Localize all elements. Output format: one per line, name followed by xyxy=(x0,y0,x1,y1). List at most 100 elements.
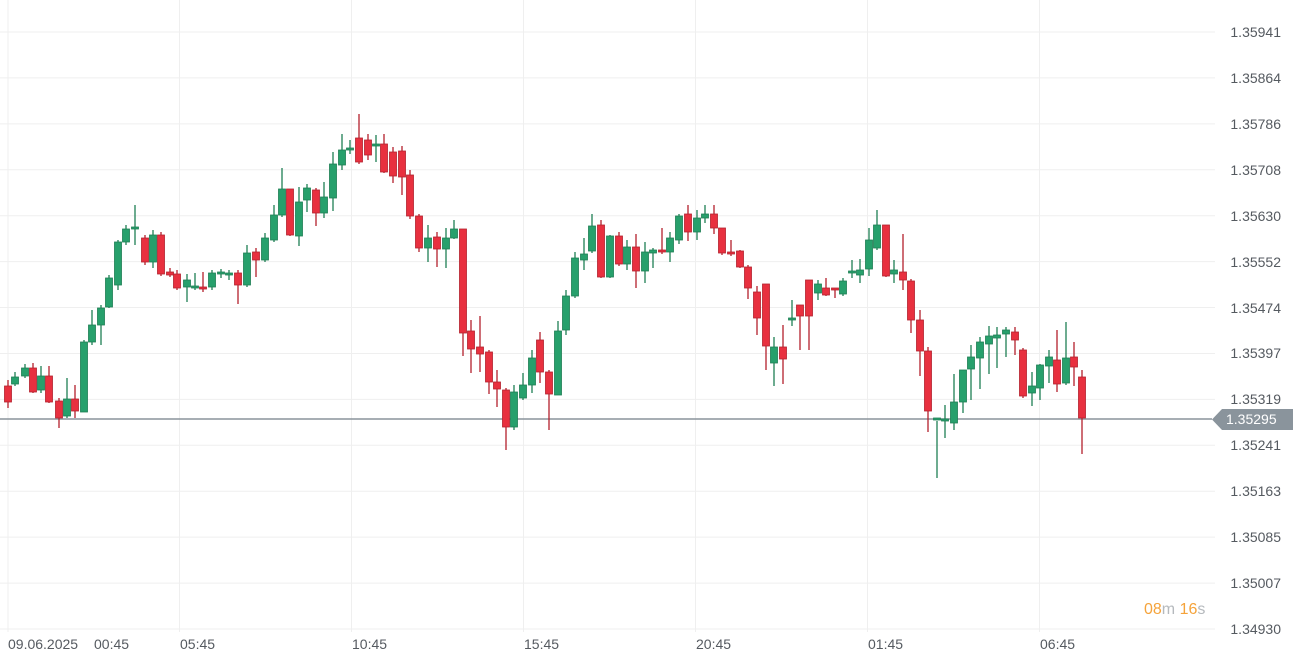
candle-bullish[interactable] xyxy=(959,369,967,413)
candle-bullish[interactable] xyxy=(21,364,29,378)
candle-bullish[interactable] xyxy=(424,225,432,262)
candle-bullish[interactable] xyxy=(372,135,380,162)
candle-bearish[interactable] xyxy=(252,248,260,277)
candle-bullish[interactable] xyxy=(450,220,458,239)
candle-bearish[interactable] xyxy=(380,134,388,173)
candle-bullish[interactable] xyxy=(191,273,199,290)
candle-bearish[interactable] xyxy=(658,228,666,254)
candle-bearish[interactable] xyxy=(615,232,623,266)
candle-bearish[interactable] xyxy=(710,205,718,234)
candle-bearish[interactable] xyxy=(753,286,761,335)
candle-bearish[interactable] xyxy=(415,214,423,252)
candle-bearish[interactable] xyxy=(779,325,787,384)
candle-bullish[interactable] xyxy=(122,225,130,245)
candle-bullish[interactable] xyxy=(941,405,949,438)
candle-bearish[interactable] xyxy=(1078,370,1086,454)
candle-bearish[interactable] xyxy=(166,268,174,277)
candle-bullish[interactable] xyxy=(329,152,337,211)
candle-bearish[interactable] xyxy=(718,227,726,255)
candle-bearish[interactable] xyxy=(55,398,63,428)
candle-bullish[interactable] xyxy=(890,260,898,283)
candle-bearish[interactable] xyxy=(157,232,165,276)
candle-bullish[interactable] xyxy=(623,240,631,270)
candle-bullish[interactable] xyxy=(641,242,649,283)
candle-bullish[interactable] xyxy=(97,305,105,345)
candle-bullish[interactable] xyxy=(571,252,579,298)
candle-bullish[interactable] xyxy=(519,373,527,400)
candle-bullish[interactable] xyxy=(114,240,122,290)
candle-bearish[interactable] xyxy=(907,279,915,333)
candle-bearish[interactable] xyxy=(727,240,735,256)
candle-bearish[interactable] xyxy=(173,270,181,290)
candle-bearish[interactable] xyxy=(29,363,37,393)
candle-bullish[interactable] xyxy=(606,235,614,278)
candle-bullish[interactable] xyxy=(976,337,984,389)
candle-bullish[interactable] xyxy=(839,278,847,296)
candle-bearish[interactable] xyxy=(45,366,53,403)
candle-bullish[interactable] xyxy=(856,259,864,283)
candle-bullish[interactable] xyxy=(303,184,311,212)
candle-bearish[interactable] xyxy=(364,134,372,160)
candle-bullish[interactable] xyxy=(208,270,216,290)
candle-bearish[interactable] xyxy=(71,385,79,418)
candle-bearish[interactable] xyxy=(1011,327,1019,355)
candle-bearish[interactable] xyxy=(632,234,640,288)
candle-bearish[interactable] xyxy=(476,316,484,372)
candle-bearish[interactable] xyxy=(536,332,544,383)
candle-bullish[interactable] xyxy=(848,260,856,278)
candle-bearish[interactable] xyxy=(1070,342,1078,386)
candle-bullish[interactable] xyxy=(270,205,278,242)
candle-bearish[interactable] xyxy=(4,380,12,408)
candle-bearish[interactable] xyxy=(389,147,397,183)
candle-bullish[interactable] xyxy=(1062,322,1070,385)
candle-bullish[interactable] xyxy=(993,327,1001,368)
candle-bearish[interactable] xyxy=(545,370,553,430)
candle-bearish[interactable] xyxy=(744,265,752,299)
candle-bearish[interactable] xyxy=(355,114,363,164)
candle-bearish[interactable] xyxy=(736,250,744,268)
candle-bullish[interactable] xyxy=(770,337,778,386)
candle-bullish[interactable] xyxy=(701,205,709,223)
candle-bullish[interactable] xyxy=(88,310,96,345)
candle-bearish[interactable] xyxy=(684,205,692,241)
candle-bullish[interactable] xyxy=(1002,327,1010,357)
candle-bullish[interactable] xyxy=(510,385,518,430)
candle-bullish[interactable] xyxy=(865,228,873,276)
candle-bullish[interactable] xyxy=(1045,350,1053,383)
candle-bearish[interactable] xyxy=(141,235,149,265)
candle-bullish[interactable] xyxy=(217,269,225,278)
candle-bullish[interactable] xyxy=(554,321,562,396)
candle-bullish[interactable] xyxy=(580,238,588,270)
candle-bearish[interactable] xyxy=(597,220,605,278)
candle-bearish[interactable] xyxy=(805,279,813,350)
candle-bearish[interactable] xyxy=(485,350,493,394)
candle-bullish[interactable] xyxy=(131,205,139,245)
candle-bearish[interactable] xyxy=(406,170,414,219)
candle-bullish[interactable] xyxy=(788,300,796,326)
candle-bullish[interactable] xyxy=(985,326,993,374)
candle-bearish[interactable] xyxy=(916,310,924,376)
candle-bullish[interactable] xyxy=(442,228,450,268)
candle-bullish[interactable] xyxy=(243,245,251,287)
candle-bearish[interactable] xyxy=(1053,330,1061,392)
candle-bullish[interactable] xyxy=(1028,372,1036,406)
candle-bullish[interactable] xyxy=(225,270,233,280)
candle-bullish[interactable] xyxy=(528,350,536,393)
candle-bearish[interactable] xyxy=(882,224,890,277)
candle-bearish[interactable] xyxy=(467,320,475,373)
candle-bullish[interactable] xyxy=(967,345,975,400)
candle-bearish[interactable] xyxy=(502,388,510,450)
candle-bullish[interactable] xyxy=(338,134,346,170)
candle-bearish[interactable] xyxy=(286,188,294,236)
candle-bearish[interactable] xyxy=(398,146,406,195)
candle-bullish[interactable] xyxy=(873,210,881,250)
candle-bearish[interactable] xyxy=(199,272,207,292)
candle-bullish[interactable] xyxy=(149,230,157,268)
candle-bullish[interactable] xyxy=(295,187,303,246)
candle-bullish[interactable] xyxy=(814,280,822,300)
candle-bearish[interactable] xyxy=(312,188,320,226)
candle-bullish[interactable] xyxy=(933,417,941,478)
candle-bullish[interactable] xyxy=(1036,364,1044,400)
candle-bearish[interactable] xyxy=(822,278,830,296)
